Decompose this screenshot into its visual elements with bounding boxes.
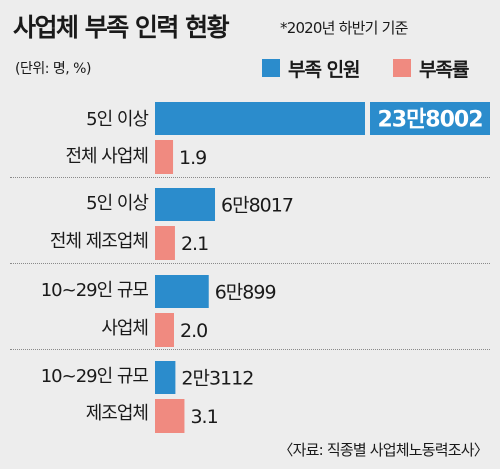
data-label-box [370, 102, 490, 135]
category-label-1-line1: 5인 이상 [86, 109, 149, 130]
bar-shortage-rate [155, 313, 174, 347]
data-label-shortage-rate: 1.9 [179, 147, 206, 169]
data-label-shortage-rate: 3.1 [190, 406, 217, 428]
chart-title: 사업체 부족 인력 현황 [13, 13, 230, 42]
legend-swatch-shortage-rate [393, 59, 411, 77]
bar-shortage-rate [155, 226, 175, 260]
chart-note: *2020년 하반기 기준 [280, 19, 408, 37]
category-label-4-line1: 10~29인 규모 [40, 366, 149, 387]
bar-shortage-count [155, 102, 365, 135]
bar-shortage-count [155, 275, 209, 308]
bar-shortage-count [155, 188, 216, 221]
data-label-shortage-count: 6만899 [215, 282, 276, 304]
legend-swatch-shortage-count [262, 59, 280, 77]
category-label-2-line1: 5인 이상 [86, 193, 149, 214]
category-label-3-line1: 10~29인 규모 [40, 280, 149, 301]
source-note: 〈자료: 직종별 사업체노동력조사〉 [278, 441, 488, 459]
group-divider [10, 177, 490, 178]
bar-shortage-rate [155, 140, 174, 174]
category-label-2-line2: 전체 제조업체 [49, 231, 149, 252]
bar-shortage-count [155, 361, 176, 394]
data-label-shortage-count: 2만3112 [181, 368, 253, 390]
legend-label-shortage-count: 부족 인원 [288, 59, 361, 81]
data-label-shortage-rate: 2.1 [181, 233, 208, 255]
data-label-shortage-rate: 2.0 [180, 320, 207, 342]
legend-label-shortage-rate: 부족률 [419, 59, 469, 81]
group-divider [10, 263, 490, 264]
bar-shortage-rate [155, 399, 185, 433]
category-label-4-line2: 제조업체 [85, 403, 149, 424]
data-label-shortage-count: 23만8002 [377, 108, 482, 133]
data-label-shortage-count: 6만8017 [221, 195, 293, 217]
category-label-1-line2: 전체 사업체 [65, 146, 149, 167]
group-divider [10, 349, 490, 350]
category-label-3-line2: 사업체 [101, 318, 149, 339]
unit-label: (단위: 명, %) [15, 61, 91, 77]
